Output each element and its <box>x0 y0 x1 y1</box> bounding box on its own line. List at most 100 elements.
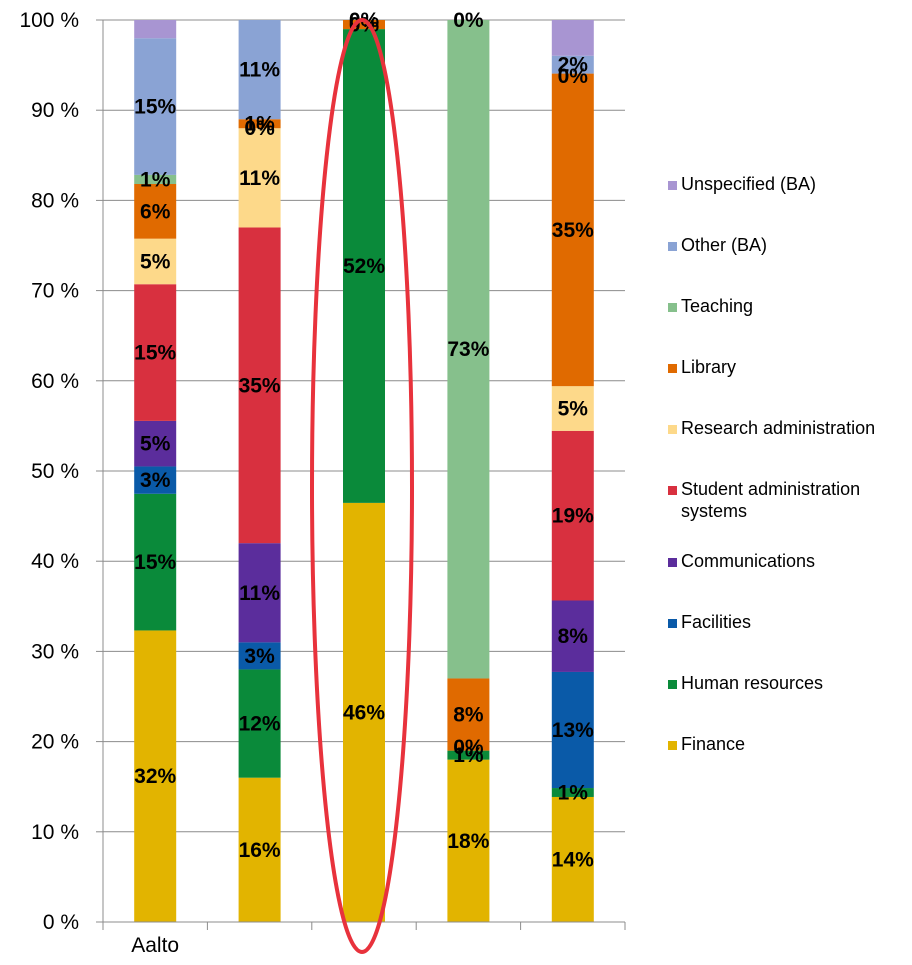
data-label: 73% <box>447 338 489 361</box>
y-tick-label: 100 % <box>19 9 79 32</box>
bar-segment <box>551 796 594 922</box>
y-tick-label: 30 % <box>31 640 79 663</box>
data-label: 0% <box>453 736 484 759</box>
bar-segment <box>238 669 281 778</box>
legend-label: Student administration <box>681 479 860 499</box>
data-label: 2% <box>558 54 589 77</box>
bar-segment <box>238 227 281 544</box>
bar-segment <box>238 642 281 670</box>
legend-swatch <box>668 181 677 190</box>
bar-segment <box>134 284 177 421</box>
data-label: 32% <box>134 765 176 788</box>
bar-segment <box>343 20 385 30</box>
bar-segment <box>134 238 177 285</box>
legend-swatch <box>668 364 677 373</box>
data-label: 14% <box>552 848 594 871</box>
data-label: 3% <box>244 645 275 668</box>
bar-segment <box>134 184 177 239</box>
legend-swatch <box>668 619 677 628</box>
data-label: 1% <box>140 168 171 191</box>
legend-swatch <box>668 425 677 434</box>
bar-segment <box>238 119 281 129</box>
data-label: 11% <box>239 167 280 190</box>
y-tick-label: 10 % <box>31 821 79 844</box>
bar-segment <box>343 502 385 922</box>
legend-swatch <box>668 558 677 567</box>
bar-segment <box>551 386 594 431</box>
legend-swatch <box>668 486 677 495</box>
data-label: 0% <box>244 117 275 140</box>
data-label: 0% <box>453 9 484 32</box>
data-label: 18% <box>447 830 489 853</box>
data-label: 52% <box>343 255 385 278</box>
legend-swatch <box>668 680 677 689</box>
y-tick-label: 0 % <box>43 911 79 934</box>
bar-segment <box>447 20 490 679</box>
data-label: 15% <box>134 551 176 574</box>
y-tick-label: 60 % <box>31 370 79 393</box>
bar-segment <box>134 20 177 39</box>
y-tick-label: 70 % <box>31 280 79 303</box>
data-label: 19% <box>552 505 594 528</box>
bar-segment <box>238 128 281 228</box>
legend-label: Research administration <box>681 418 875 438</box>
bar-segment <box>343 29 385 503</box>
data-label: 46% <box>343 701 385 724</box>
bar-segment <box>551 430 594 601</box>
legend-label: Other (BA) <box>681 235 767 255</box>
bar-segment <box>447 678 490 751</box>
data-label: 8% <box>453 704 484 727</box>
data-label: 13% <box>552 719 594 742</box>
legend-label: Finance <box>681 734 745 754</box>
data-label: 3% <box>140 469 171 492</box>
legend-swatch <box>668 303 677 312</box>
bar-segment <box>551 55 594 74</box>
bars <box>134 20 594 922</box>
data-labels: 32% 15% 3% 5% 15% 5% 6% 1% 15% 16% 12% 3% 11% 35% 11% 1… <box>134 9 594 871</box>
legend-label: systems <box>681 501 747 521</box>
bar-segment <box>134 38 177 175</box>
y-tick-label: 50 % <box>31 460 79 483</box>
legend-label: Library <box>681 357 736 377</box>
bar-segment <box>238 543 281 643</box>
legend-swatch <box>668 741 677 750</box>
highlight-ellipse <box>310 18 414 954</box>
data-label: 0% <box>558 65 589 88</box>
bar-segment <box>551 788 594 797</box>
data-label: 5% <box>558 397 589 420</box>
bar-segment <box>551 73 594 387</box>
data-label: 16% <box>239 839 281 862</box>
y-tick-label: 20 % <box>31 731 79 754</box>
data-label: 15% <box>134 96 176 119</box>
data-label: 1% <box>558 782 589 805</box>
data-label: 8% <box>558 625 589 648</box>
legend-label: Communications <box>681 551 815 571</box>
data-label: 1% <box>453 744 484 767</box>
bar-segment <box>134 420 177 467</box>
legend-swatch <box>668 242 677 251</box>
bar-segment <box>134 493 177 631</box>
data-label: 1% <box>244 113 275 136</box>
legend-label: Facilities <box>681 612 751 632</box>
legend-label: Human resources <box>681 673 823 693</box>
bar-segment <box>134 466 177 494</box>
data-label: 6% <box>140 200 171 223</box>
data-label: 35% <box>552 219 594 242</box>
bar-segment <box>238 777 281 922</box>
legend-label: Unspecified (BA) <box>681 174 816 194</box>
x-tick-label: Aalto <box>131 934 179 957</box>
bar-segment <box>134 630 177 922</box>
bar-segment <box>447 759 490 922</box>
y-tick-label: 90 % <box>31 99 79 122</box>
data-label: 5% <box>140 250 171 273</box>
data-label: 35% <box>239 374 281 397</box>
data-label: 15% <box>134 342 176 365</box>
axes: 0 % 10 % 20 % 30 % 40 % 50 % 60 % 70 % 80 % 90 % 1… <box>19 9 626 957</box>
data-label: 5% <box>140 433 171 456</box>
bar-segment <box>447 750 490 760</box>
data-label: 12% <box>239 713 281 736</box>
bar-segment <box>134 174 177 184</box>
legend: Unspecified (BA) Other (BA) Teaching Librar… <box>668 174 875 754</box>
bar-segment <box>238 20 281 120</box>
